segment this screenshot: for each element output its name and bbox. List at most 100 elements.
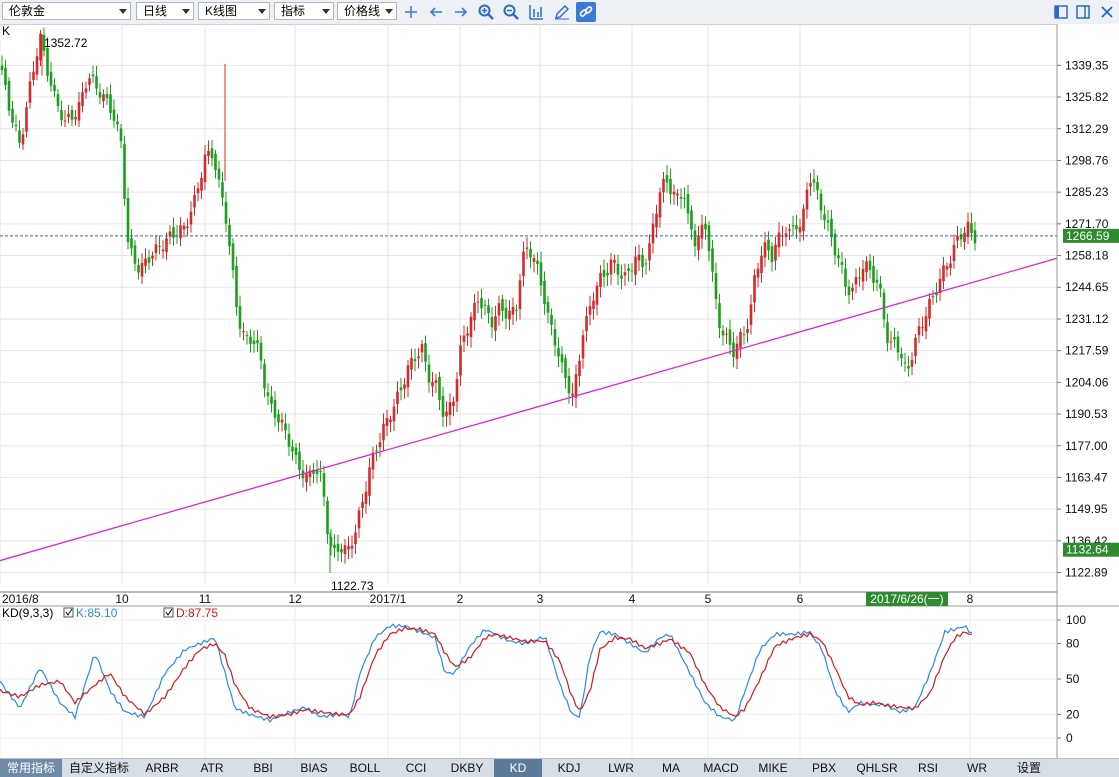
candle-up: [378, 442, 382, 448]
link-icon[interactable]: [576, 2, 596, 22]
tab-qhlsr[interactable]: QHLSR: [856, 761, 898, 775]
tab-boll[interactable]: BOLL: [349, 761, 381, 775]
tab-pbx[interactable]: PBX: [811, 761, 836, 775]
candle-up: [420, 344, 424, 353]
candle-down: [844, 268, 847, 287]
tab-atr[interactable]: ATR: [200, 761, 224, 775]
candle-up: [25, 107, 28, 132]
candle-up: [182, 225, 186, 230]
candle-down: [606, 272, 609, 276]
candle-up: [242, 331, 245, 333]
chart-svg[interactable]: 1339.35 1325.82 1312.29 1298.76 1285.23 1271.…: [0, 24, 1119, 758]
tab-ma[interactable]: MA: [662, 761, 680, 775]
candle-down: [438, 377, 441, 400]
tab-wr[interactable]: WR: [967, 761, 987, 775]
close-icon[interactable]: [1097, 2, 1117, 22]
candle-up: [350, 545, 354, 549]
candle-down: [252, 340, 256, 345]
candle-down: [504, 307, 508, 319]
candle-down: [105, 93, 109, 99]
tab-rsi[interactable]: RSI: [917, 761, 938, 775]
candle-down: [56, 94, 60, 106]
candle-up: [497, 303, 501, 316]
candle-down: [270, 396, 273, 404]
symbol-dropdown[interactable]: 伦敦金: [2, 2, 131, 20]
tab-mike[interactable]: MIKE: [758, 761, 788, 775]
candle-down: [560, 354, 564, 363]
candle-down: [515, 309, 518, 311]
k-checkbox[interactable]: [63, 607, 74, 618]
chevron-down-icon: [385, 9, 393, 14]
tab-bias[interactable]: BIAS: [300, 761, 328, 775]
candle-down: [480, 297, 483, 309]
tab-cci[interactable]: CCI: [405, 761, 427, 775]
candle-down: [60, 109, 63, 121]
crosshair-icon[interactable]: [401, 2, 421, 22]
candle-up: [434, 380, 438, 383]
tab-设置[interactable]: 设置: [1016, 761, 1041, 775]
tab-自定义指标[interactable]: 自定义指标: [68, 761, 129, 775]
candle-up: [760, 255, 763, 273]
trendline-layer[interactable]: [0, 235, 1058, 562]
candle-down: [679, 196, 683, 199]
candle-up: [385, 418, 389, 427]
chart-bars-icon[interactable]: [526, 2, 546, 22]
zoom-out-icon[interactable]: [501, 2, 521, 22]
candle-down: [46, 47, 49, 76]
d-checkbox[interactable]: [163, 607, 174, 618]
axes-layer: 1339.35 1325.82 1312.29 1298.76 1285.23 1271.…: [0, 24, 1119, 758]
candle-down: [882, 292, 886, 320]
candle-up: [417, 356, 420, 359]
tab-kd[interactable]: KD: [494, 759, 542, 777]
candle-down: [553, 329, 557, 346]
trendline[interactable]: [0, 257, 1058, 562]
candle-up: [196, 188, 200, 194]
candle-up: [910, 360, 914, 367]
price-tick-label: 1258.18: [1065, 249, 1109, 263]
chart-area[interactable]: 1339.35 1325.82 1312.29 1298.76 1285.23 1271.…: [0, 24, 1119, 761]
arrow-right-icon[interactable]: [451, 2, 471, 22]
layout-single-icon[interactable]: [1051, 2, 1071, 22]
candle-down: [277, 414, 280, 423]
candle-down: [42, 35, 46, 51]
candle-up: [928, 298, 931, 319]
candle-up: [648, 243, 651, 261]
kd-tick-label: 20: [1066, 707, 1080, 721]
candle-up: [403, 384, 406, 389]
candle-down: [259, 342, 263, 361]
candle-down: [312, 469, 315, 474]
candle-up: [595, 285, 599, 305]
candle-down: [329, 537, 333, 546]
candle-down: [602, 269, 606, 277]
arrow-left-icon[interactable]: [426, 2, 446, 22]
candlestick-series: [0, 27, 977, 573]
period-dropdown[interactable]: 日线: [136, 2, 194, 20]
pen-icon[interactable]: [552, 2, 572, 22]
current-price-box: [1063, 228, 1119, 243]
candle-down: [539, 262, 543, 286]
price-line-label: 价格线: [344, 4, 381, 18]
tab-arbr[interactable]: ARBR: [145, 761, 179, 775]
candle-down: [4, 67, 7, 85]
tab-kdj[interactable]: KDJ: [557, 761, 581, 775]
candle-up: [735, 343, 739, 360]
tab-常用指标[interactable]: 常用指标: [0, 759, 62, 777]
price-tick-label: 1244.65: [1065, 280, 1109, 294]
chart-style-dropdown[interactable]: K线图: [198, 2, 270, 20]
candle-down: [907, 366, 910, 369]
candle-down: [644, 263, 648, 265]
candle-up: [525, 247, 529, 249]
layout-split-icon[interactable]: [1073, 2, 1093, 22]
indicator-dropdown[interactable]: 指标: [274, 2, 334, 20]
tab-bbi[interactable]: BBI: [253, 761, 273, 775]
price-line-dropdown[interactable]: 价格线: [337, 2, 397, 20]
candle-down: [441, 396, 445, 417]
zoom-in-icon[interactable]: [476, 2, 496, 22]
tab-dkby[interactable]: DKBY: [450, 761, 484, 775]
candle-down: [413, 359, 417, 362]
candle-up: [508, 310, 511, 320]
tab-lwr[interactable]: LWR: [608, 761, 634, 775]
candle-down: [812, 179, 816, 183]
tab-macd[interactable]: MACD: [703, 761, 739, 775]
candle-up: [949, 263, 952, 268]
